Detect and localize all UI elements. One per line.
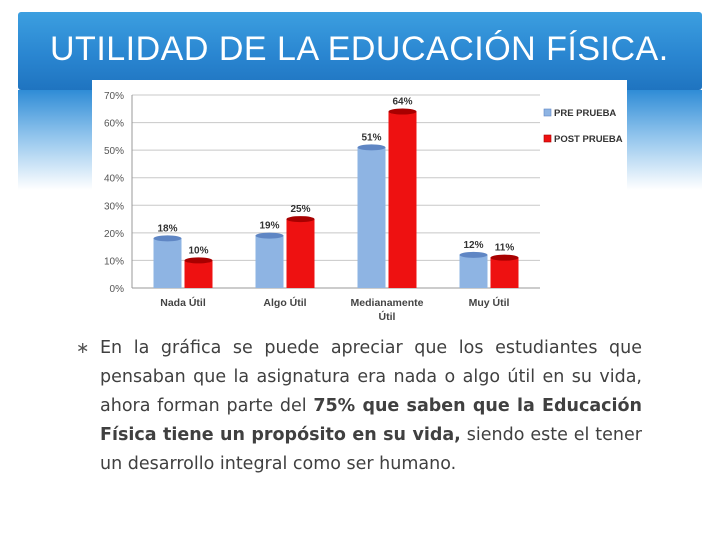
data-label: 19% bbox=[259, 221, 279, 232]
data-label: 25% bbox=[290, 204, 310, 215]
bar-pre-prueba-cap bbox=[357, 144, 386, 151]
bar-post-prueba bbox=[286, 219, 315, 288]
x-tick-label: Muy Útil bbox=[469, 296, 510, 309]
bar-pre-prueba bbox=[153, 238, 182, 288]
legend-label: POST PRUEBA bbox=[554, 134, 623, 145]
summary-text-part1: En la gráfica se puede apreciar que los … bbox=[100, 338, 642, 416]
y-tick-label: 20% bbox=[104, 229, 124, 240]
y-tick-label: 40% bbox=[104, 174, 124, 185]
slide-title: UTILIDAD DE LA EDUCACIÓN FÍSICA. bbox=[50, 30, 669, 68]
bar-post-prueba-cap bbox=[184, 257, 213, 264]
bar-post-prueba bbox=[184, 260, 213, 288]
y-tick-label: 60% bbox=[104, 119, 124, 130]
bar-post-prueba bbox=[490, 257, 519, 288]
bar-chart: 0% 10% 20% 30% 40% 50% 60% 70% 18% 10% Nada Útil 1… bbox=[92, 80, 627, 330]
chart-svg: 0% 10% 20% 30% 40% 50% 60% 70% 18% 10% Nada Útil 1… bbox=[92, 80, 627, 330]
data-label: 12% bbox=[463, 240, 483, 251]
data-label: 10% bbox=[188, 245, 208, 256]
bar-pre-prueba-cap bbox=[255, 232, 284, 239]
y-tick-label: 10% bbox=[104, 256, 124, 267]
data-label: 51% bbox=[361, 132, 381, 143]
summary-text-part2: siendo este el tener un desarrollo integ… bbox=[100, 425, 642, 474]
bar-pre-prueba bbox=[459, 254, 488, 288]
bar-post-prueba-cap bbox=[388, 108, 417, 115]
legend-label: PRE PRUEBA bbox=[554, 108, 616, 119]
y-tick-label: 0% bbox=[110, 284, 125, 295]
x-tick-label: Útil bbox=[379, 310, 396, 323]
bar-post-prueba-cap bbox=[286, 216, 315, 223]
x-tick-label: Medianamente bbox=[351, 297, 424, 309]
summary-text-bold: 75% que saben que la Educación Física ti… bbox=[100, 396, 642, 445]
bar-pre-prueba bbox=[255, 235, 284, 288]
bullet-icon: ∗ bbox=[76, 338, 90, 357]
data-label: 18% bbox=[157, 223, 177, 234]
bar-pre-prueba-cap bbox=[153, 235, 182, 242]
title-banner bbox=[18, 12, 702, 90]
x-tick-label: Algo Útil bbox=[263, 296, 306, 309]
data-label: 11% bbox=[495, 243, 515, 254]
y-tick-label: 50% bbox=[104, 146, 124, 157]
y-tick-label: 70% bbox=[104, 91, 124, 102]
bar-pre-prueba-cap bbox=[459, 251, 488, 258]
legend-swatch bbox=[543, 134, 552, 143]
legend-swatch bbox=[543, 108, 552, 117]
x-tick-label: Nada Útil bbox=[160, 296, 206, 309]
summary-paragraph: En la gráfica se puede apreciar que los … bbox=[100, 334, 642, 479]
y-tick-label: 30% bbox=[104, 201, 124, 212]
data-label: 64% bbox=[392, 97, 412, 108]
bar-pre-prueba bbox=[357, 147, 386, 288]
bar-post-prueba bbox=[388, 111, 417, 289]
bar-post-prueba-cap bbox=[490, 254, 519, 261]
